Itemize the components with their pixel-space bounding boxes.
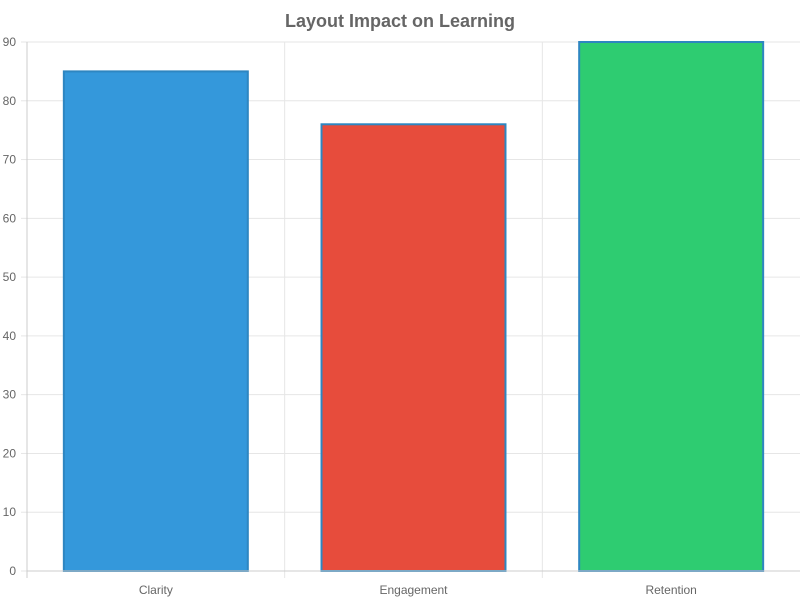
bar-engagement xyxy=(320,123,507,573)
axes xyxy=(21,41,800,578)
y-tick-label: 60 xyxy=(3,211,17,225)
y-tick-label: 90 xyxy=(3,35,17,49)
y-tick-label: 20 xyxy=(3,446,17,460)
bars xyxy=(62,41,765,573)
x-tick-label: Engagement xyxy=(379,583,448,597)
y-tick-label: 0 xyxy=(9,564,16,578)
x-tick-label: Clarity xyxy=(139,583,173,597)
x-tick-label: Retention xyxy=(645,583,696,597)
y-tick-label: 50 xyxy=(3,270,17,284)
y-tick-label: 10 xyxy=(3,505,17,519)
chart-title: Layout Impact on Learning xyxy=(285,11,515,31)
y-tick-label: 40 xyxy=(3,329,17,343)
bar-retention xyxy=(578,41,765,572)
y-tick-label: 30 xyxy=(3,388,17,402)
y-tick-label: 80 xyxy=(3,94,17,108)
tick-labels: 0 10 20 30 40 50 60 70 80 90 Clarity Engagement Rete… xyxy=(3,35,697,597)
y-tick-label: 70 xyxy=(3,153,17,167)
bar-clarity xyxy=(62,70,249,572)
